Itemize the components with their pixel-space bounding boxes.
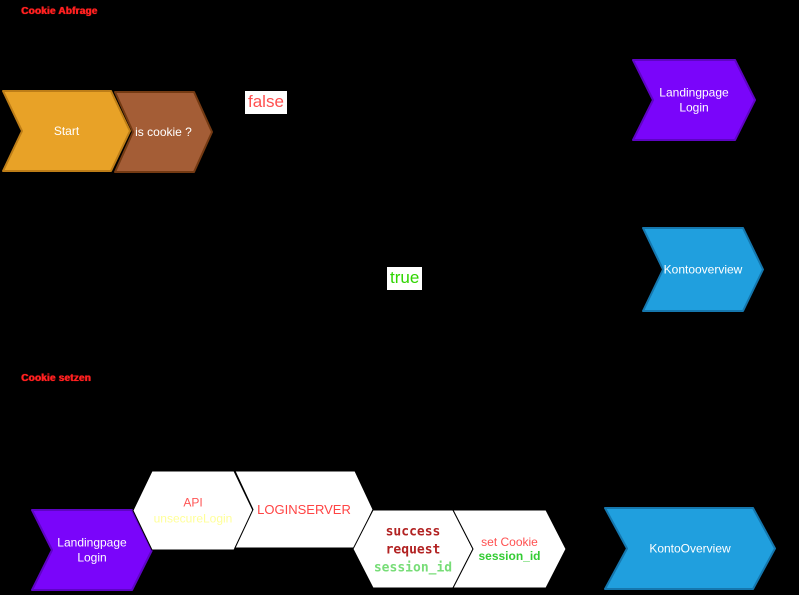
kontooverview-bottom-node[interactable]	[604, 507, 776, 590]
true-branch-label: true	[387, 267, 423, 290]
api-unsecurelogin-node[interactable]	[132, 470, 254, 551]
set-cookie-label: session_id	[478, 549, 540, 563]
landingpage-login-bottom-label: Landingpage	[57, 536, 127, 550]
start-node[interactable]	[2, 90, 131, 172]
kontooverview-mid-node[interactable]	[642, 227, 764, 312]
start-label: Start	[54, 124, 80, 138]
is-cookie-label: is cookie ?	[135, 125, 192, 139]
kontooverview-mid-label: Kontooverview	[664, 263, 743, 277]
loginserver-label: LOGINSERVER	[257, 502, 351, 517]
success-request-session-label: success	[386, 525, 441, 540]
success-request-session-label: session_id	[374, 561, 452, 576]
landingpage-login-bottom-node[interactable]	[31, 509, 153, 591]
set-cookie-label: set Cookie	[481, 535, 538, 549]
kontooverview-bottom-label: KontoOverview	[649, 542, 731, 556]
api-unsecurelogin-label: unsecureLogin	[154, 512, 233, 526]
false-branch-label: false	[245, 91, 287, 114]
set-cookie-node[interactable]	[452, 509, 567, 589]
cookie-setzen-section-label: Cookie setzen	[21, 373, 91, 384]
success-request-session-label: request	[386, 543, 441, 558]
landingpage-login-top-node[interactable]	[632, 59, 756, 141]
api-unsecurelogin-label: API	[183, 496, 202, 510]
landingpage-login-top-label: Login	[679, 101, 708, 115]
landingpage-login-bottom-label: Login	[77, 551, 106, 565]
is-cookie-node[interactable]	[114, 91, 213, 173]
landingpage-login-top-label: Landingpage	[659, 86, 729, 100]
cookie-abfrage-section-label: Cookie Abfrage	[21, 6, 98, 17]
